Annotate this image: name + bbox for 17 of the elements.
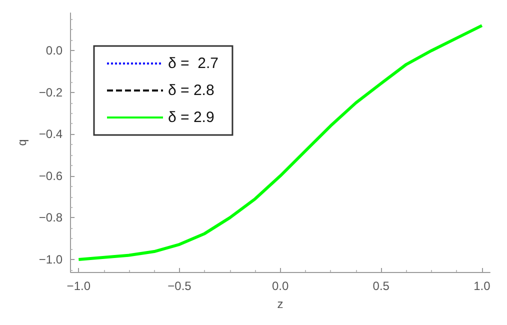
line-series: [77, 24, 484, 261]
x-tick-label: 1.0: [474, 279, 491, 293]
x-tick-label: 0.0: [272, 279, 289, 293]
y-axis-title: q: [15, 139, 29, 146]
y-tick-label: −1.0: [38, 252, 63, 266]
y-tick-label: −0.6: [38, 168, 63, 183]
legend-label: δ = 2.8: [168, 82, 214, 99]
y-tick-label: −0.4: [38, 127, 63, 142]
legend-label: δ = 2.9: [168, 109, 214, 126]
x-tick-label: 0.5: [372, 279, 390, 293]
y-tick-label: −0.2: [38, 85, 63, 100]
x-tick-label: −1.0: [66, 279, 91, 293]
legend-label: δ = 2.7: [168, 55, 218, 72]
x-tick-label: −0.5: [168, 279, 192, 293]
y-tick-label: 0.0: [46, 44, 63, 58]
x-axis-title: z: [277, 297, 284, 311]
y-tick-label: −0.8: [38, 210, 63, 225]
